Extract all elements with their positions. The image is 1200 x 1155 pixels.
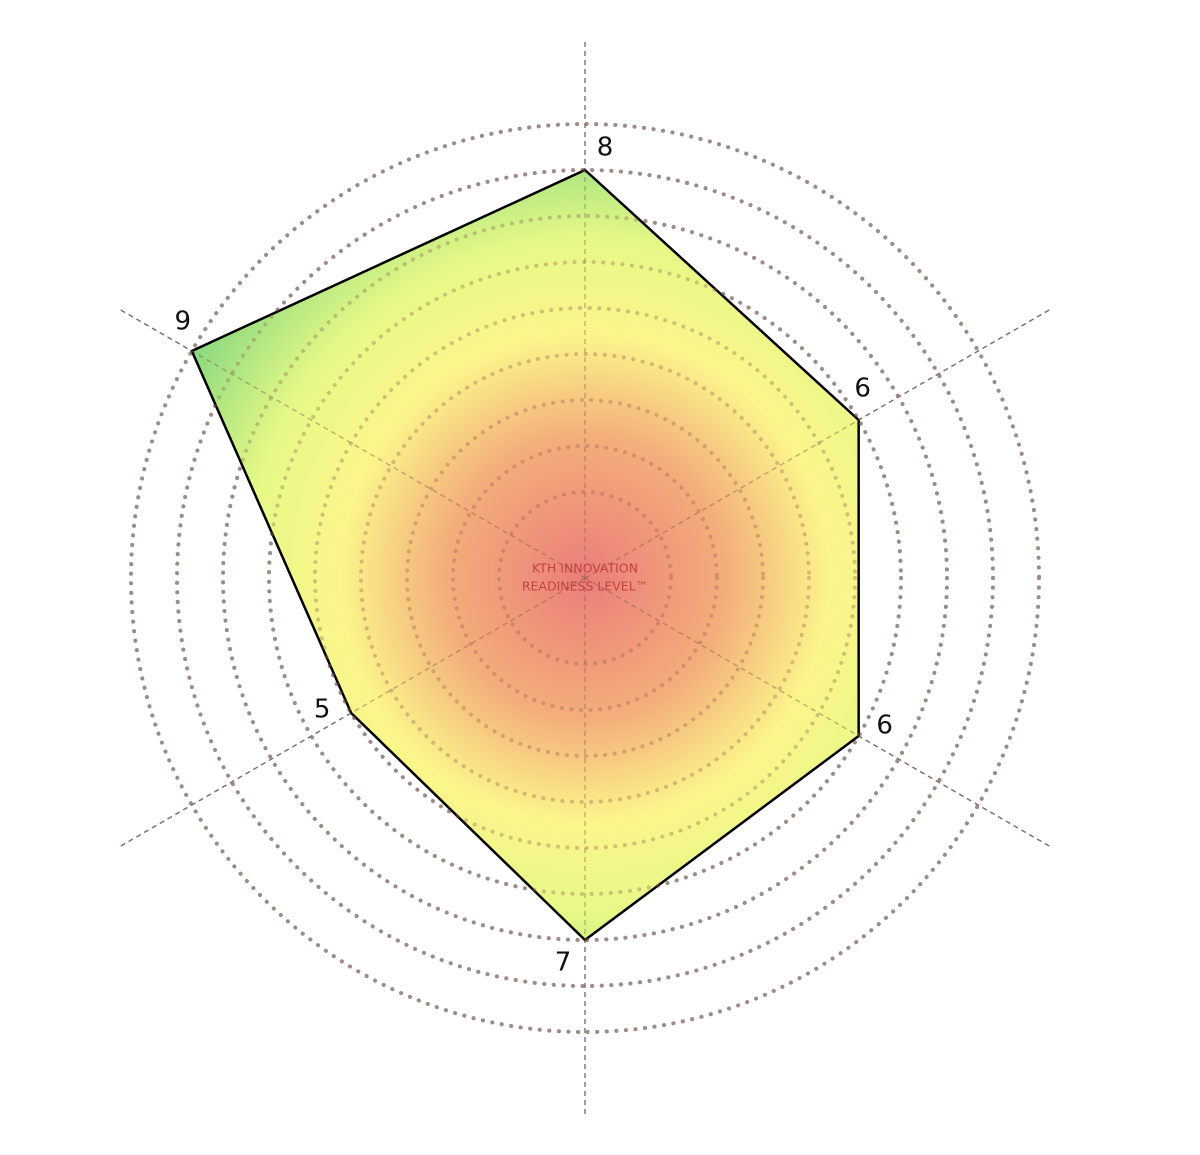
value-label: 6 (854, 374, 871, 404)
ring-overlay (175, 168, 995, 988)
value-label: 7 (555, 948, 572, 978)
shape (117, 38, 1053, 1118)
ring-overlay (359, 352, 811, 804)
value-label: 5 (314, 695, 331, 725)
ring-overlay (451, 444, 719, 712)
value-label: 8 (597, 133, 614, 163)
ring-overlay (221, 214, 949, 942)
ring-overlay (313, 306, 857, 850)
center-text: KTH INNOVATION (532, 561, 638, 576)
value-label: 9 (175, 307, 192, 337)
spoke-overlay (117, 577, 586, 849)
ring-overlay (267, 260, 903, 896)
labels: 8 6 6 7 5 9 KTH INNOVATION READINESS LEVEL™ (175, 133, 893, 978)
spoke-overlay (584, 307, 1053, 579)
ring-overlay (129, 122, 1041, 1034)
spoke-overlay (117, 307, 586, 579)
spoke-overlay (584, 577, 1053, 849)
value-label: 6 (876, 711, 893, 741)
center-text: READINESS LEVEL™ (522, 579, 648, 594)
ring-overlay (497, 490, 673, 666)
ring-overlay (405, 398, 765, 758)
radar-area (190, 168, 860, 942)
